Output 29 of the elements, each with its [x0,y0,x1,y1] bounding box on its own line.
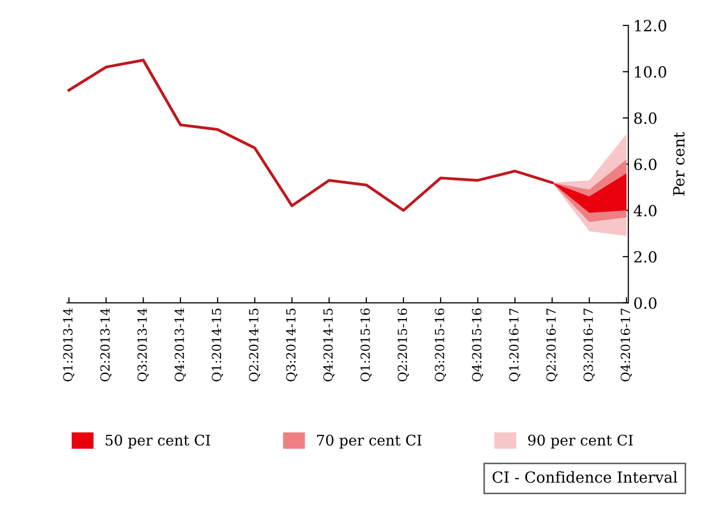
x-tick-label: Q3:2016-17 [583,308,595,382]
x-tick-label: Q2:2014-15 [248,308,260,382]
x-tick-label: Q4:2014-15 [323,308,335,382]
x-tick-label: Q2:2015-16 [398,308,409,382]
x-tick-label: Q3:2013-14 [137,308,149,382]
x-tick-label: Q2:2013-14 [100,308,112,382]
y-tick-label: 0.0 [634,297,656,309]
legend-label: 50 per cent CI [106,434,210,448]
x-tick-label: Q3:2014-15 [286,308,298,382]
y-tick-label: 6.0 [634,158,656,170]
x-tick-label: Q3:2015-16 [434,308,446,382]
y-tick-label: 12.0 [635,20,666,32]
x-tick-label: Q1:2013-14 [63,308,74,382]
y-tick-label: 4.0 [634,204,656,216]
y-tick-label: 8.0 [634,112,656,124]
x-tick-label: Q4:2013-14 [174,308,186,382]
y-axis-title: Per cent [673,132,685,196]
y-tick-label: 2.0 [634,251,656,263]
text: CI - Confidence Interval [492,471,678,483]
legend-label: 70 per cent CI [317,434,422,448]
x-tick-label: Q1:2015-16 [360,308,372,382]
legend-label: 90 per cent CI [528,434,633,448]
x-tick-label: Q1:2014-15 [212,308,224,382]
line-series [68,58,554,212]
x-tick-label: Q4:2015-16 [472,308,484,382]
x-tick-label: Q4:2016-17 [620,308,632,382]
x-tick-label: Q2:2016-17 [546,308,558,382]
x-tick-label: Q1:2016-17 [509,308,520,382]
y-tick-label: 10.0 [635,66,666,78]
